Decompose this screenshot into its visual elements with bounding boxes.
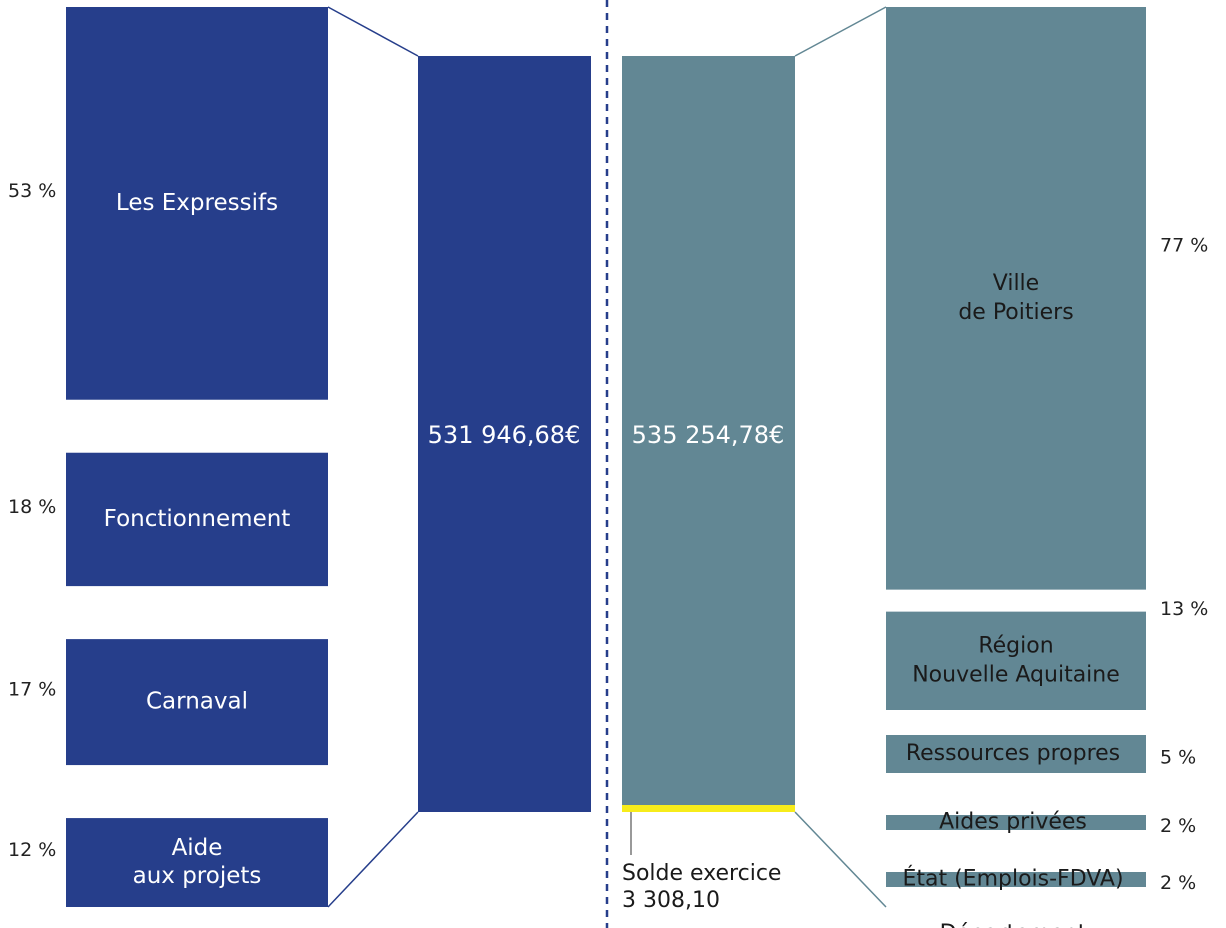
revenue-connector-top xyxy=(794,6,887,57)
revenue-pct-2: 5 % xyxy=(1160,747,1196,769)
expense-bar-1 xyxy=(66,452,328,587)
expense-bar-3 xyxy=(66,818,328,907)
expenses-connector-bottom xyxy=(327,811,419,908)
revenue-bar-1 xyxy=(886,611,1146,710)
revenue-total-label: 535 254,78€ xyxy=(632,421,785,449)
expense-label-3-line: aux projets xyxy=(133,863,262,889)
revenue-pct-5: 1 % xyxy=(1160,927,1196,928)
revenue-label-1-line: Région xyxy=(978,633,1053,658)
balance-label-line2: 3 308,10 xyxy=(622,888,720,913)
balance-label-line1: Solde exercice xyxy=(622,861,781,886)
revenue-bar-2 xyxy=(886,735,1146,773)
revenue-label-1-line: Nouvelle Aquitaine xyxy=(912,662,1120,687)
expense-pct-3: 12 % xyxy=(8,839,56,861)
revenue-label-5: Département xyxy=(940,921,1087,928)
expense-bar-0 xyxy=(66,7,328,400)
revenue-label-2: Ressources propres xyxy=(906,741,1120,766)
revenue-bar-4 xyxy=(886,872,1146,887)
revenue-label-4: État (Emplois-FDVA) xyxy=(902,866,1123,892)
revenue-label-1: Région Nouvelle Aquitaine xyxy=(912,633,1120,687)
revenue-pct-1: 13 % xyxy=(1160,598,1208,620)
revenue-total-bar xyxy=(622,56,795,805)
revenue-label-4-line: État (Emplois-FDVA) xyxy=(902,866,1123,892)
expense-bar-2 xyxy=(66,639,328,766)
expense-label-2: Carnaval xyxy=(146,689,248,715)
expenses-total-label: 531 946,68€ xyxy=(428,421,581,449)
expense-segments: Les Expressifs 53 % Fonctionnement 18 % Carn… xyxy=(8,7,328,907)
revenue-bar-0 xyxy=(886,7,1146,590)
revenue-pct-3: 2 % xyxy=(1160,815,1196,837)
expense-pct-2: 17 % xyxy=(8,679,56,701)
balance-label: Solde exercice 3 308,10 xyxy=(622,861,788,913)
expense-pct-0: 53 % xyxy=(8,180,56,202)
revenue-connector-bottom xyxy=(794,811,887,908)
revenue-label-2-line: Ressources propres xyxy=(906,741,1120,766)
revenue-label-0-line: de Poitiers xyxy=(958,300,1073,325)
expenses-connector-top xyxy=(327,6,419,57)
expense-label-1-line: Fonctionnement xyxy=(104,506,291,532)
expenses-total-bar xyxy=(418,56,591,812)
expense-label-3: Aide aux projets xyxy=(133,835,262,889)
revenue-bar-3 xyxy=(886,815,1146,830)
balance-bar xyxy=(622,805,795,812)
expense-label-3-line: Aide xyxy=(172,835,223,861)
expense-label-0: Les Expressifs xyxy=(116,190,278,216)
expense-label-2-line: Carnaval xyxy=(146,689,248,715)
revenue-label-0-line: Ville xyxy=(993,271,1039,296)
expense-label-0-line: Les Expressifs xyxy=(116,190,278,216)
revenue-pct-4: 2 % xyxy=(1160,872,1196,894)
revenue-segments: Ville de Poitiers 77 % Région Nouvelle Aquit… xyxy=(886,7,1208,928)
expense-label-1: Fonctionnement xyxy=(104,506,291,532)
revenue-label-3: Aides privées xyxy=(939,810,1087,835)
revenue-pct-0: 77 % xyxy=(1160,234,1208,256)
revenue-label-3-line: Aides privées xyxy=(939,810,1087,835)
revenue-label-0: Ville de Poitiers xyxy=(958,271,1073,325)
revenue-label-5-line: Département xyxy=(940,921,1087,928)
expense-pct-1: 18 % xyxy=(8,496,56,518)
